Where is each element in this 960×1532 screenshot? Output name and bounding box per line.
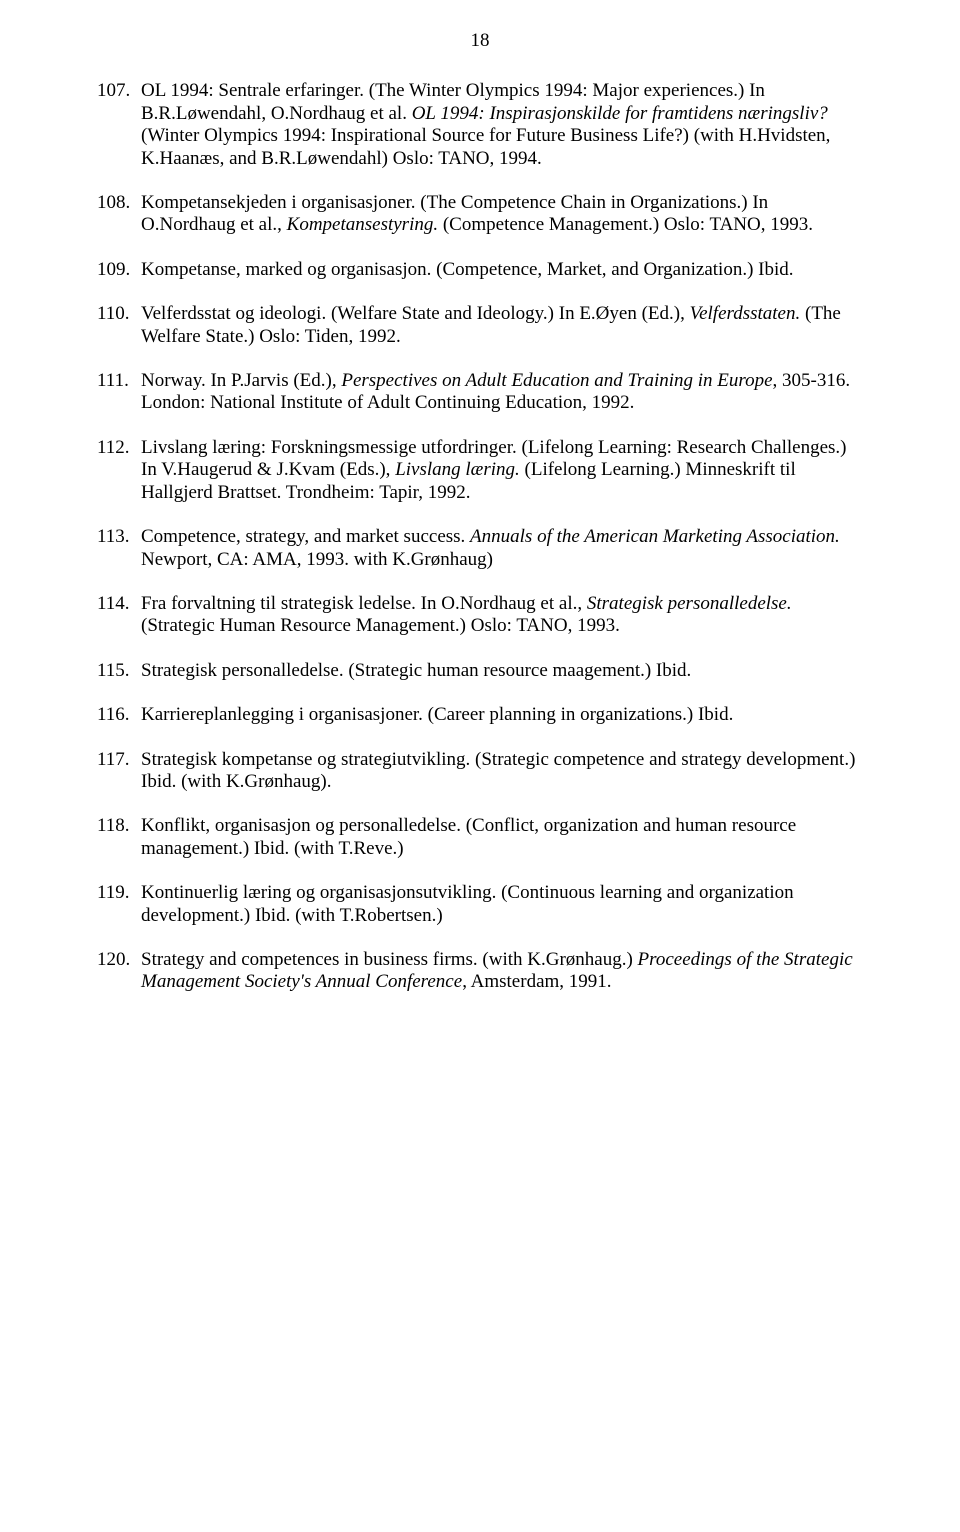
- italic-text: Livslang læring.: [395, 459, 520, 480]
- italic-text: Strategisk personalledelse.: [587, 593, 792, 614]
- entry-number: 108.: [97, 192, 141, 237]
- reference-entry: 108.Kompetansekjeden i organisasjoner. (…: [97, 192, 863, 237]
- italic-text: OL 1994: Inspirasjonskilde for framtiden…: [412, 103, 828, 124]
- body-text: Strategisk kompetanse og strategiutvikli…: [141, 749, 855, 792]
- reference-entry: 115.Strategisk personalledelse. (Strateg…: [97, 660, 863, 682]
- body-text: Newport, CA: AMA, 1993. with K.Grønhaug): [141, 549, 493, 570]
- entry-number: 120.: [97, 949, 141, 994]
- entry-text: Competence, strategy, and market success…: [141, 526, 863, 571]
- body-text: Strategisk personalledelse. (Strategic h…: [141, 660, 691, 681]
- entry-number: 107.: [97, 80, 141, 170]
- document-page: 18 107.OL 1994: Sentrale erfaringer. (Th…: [0, 0, 960, 1056]
- body-text: Fra forvaltning til strategisk ledelse. …: [141, 593, 587, 614]
- reference-entry: 116.Karriereplanlegging i organisasjoner…: [97, 704, 863, 726]
- reference-entry: 109.Kompetanse, marked og organisasjon. …: [97, 259, 863, 281]
- entry-number: 116.: [97, 704, 141, 726]
- entry-text: OL 1994: Sentrale erfaringer. (The Winte…: [141, 80, 863, 170]
- body-text: , Amsterdam, 1991.: [462, 971, 611, 992]
- entry-text: Strategisk personalledelse. (Strategic h…: [141, 660, 863, 682]
- entry-text: Livslang læring: Forskningsmessige utfor…: [141, 437, 863, 504]
- body-text: Strategy and competences in business fir…: [141, 949, 638, 970]
- reference-entry: 110.Velferdsstat og ideologi. (Welfare S…: [97, 303, 863, 348]
- body-text: Kompetanse, marked og organisasjon. (Com…: [141, 259, 794, 280]
- entry-text: Velferdsstat og ideologi. (Welfare State…: [141, 303, 863, 348]
- body-text: (Winter Olympics 1994: Inspirational Sou…: [141, 125, 830, 168]
- body-text: Konflikt, organisasjon og personalledels…: [141, 815, 796, 858]
- reference-entry: 107.OL 1994: Sentrale erfaringer. (The W…: [97, 80, 863, 170]
- reference-entry: 118.Konflikt, organisasjon og personalle…: [97, 815, 863, 860]
- reference-entry: 114.Fra forvaltning til strategisk ledel…: [97, 593, 863, 638]
- reference-entry: 117.Strategisk kompetanse og strategiutv…: [97, 749, 863, 794]
- body-text: Kontinuerlig læring og organisasjonsutvi…: [141, 882, 794, 925]
- entry-number: 114.: [97, 593, 141, 638]
- italic-text: Velferdsstaten.: [690, 303, 801, 324]
- body-text: Karriereplanlegging i organisasjoner. (C…: [141, 704, 733, 725]
- entry-number: 115.: [97, 660, 141, 682]
- entry-number: 110.: [97, 303, 141, 348]
- entry-number: 113.: [97, 526, 141, 571]
- entry-text: Kompetansekjeden i organisasjoner. (The …: [141, 192, 863, 237]
- reference-entry: 112.Livslang læring: Forskningsmessige u…: [97, 437, 863, 504]
- body-text: Velferdsstat og ideologi. (Welfare State…: [141, 303, 690, 324]
- body-text: (Competence Management.) Oslo: TANO, 199…: [438, 214, 813, 235]
- entry-text: Norway. In P.Jarvis (Ed.), Perspectives …: [141, 370, 863, 415]
- entry-number: 109.: [97, 259, 141, 281]
- body-text: Competence, strategy, and market success…: [141, 526, 470, 547]
- reference-entry: 111.Norway. In P.Jarvis (Ed.), Perspecti…: [97, 370, 863, 415]
- reference-list: 107.OL 1994: Sentrale erfaringer. (The W…: [97, 80, 863, 993]
- entry-text: Konflikt, organisasjon og personalledels…: [141, 815, 863, 860]
- entry-text: Fra forvaltning til strategisk ledelse. …: [141, 593, 863, 638]
- italic-text: Kompetansestyring.: [287, 214, 438, 235]
- body-text: (Strategic Human Resource Management.) O…: [141, 615, 620, 636]
- entry-number: 111.: [97, 370, 141, 415]
- entry-text: Kompetanse, marked og organisasjon. (Com…: [141, 259, 863, 281]
- reference-entry: 113.Competence, strategy, and market suc…: [97, 526, 863, 571]
- entry-text: Strategy and competences in business fir…: [141, 949, 863, 994]
- italic-text: Perspectives on Adult Education and Trai…: [341, 370, 772, 391]
- entry-text: Strategisk kompetanse og strategiutvikli…: [141, 749, 863, 794]
- reference-entry: 120.Strategy and competences in business…: [97, 949, 863, 994]
- reference-entry: 119.Kontinuerlig læring og organisasjons…: [97, 882, 863, 927]
- entry-number: 112.: [97, 437, 141, 504]
- body-text: Norway. In P.Jarvis (Ed.),: [141, 370, 341, 391]
- entry-text: Karriereplanlegging i organisasjoner. (C…: [141, 704, 863, 726]
- entry-number: 119.: [97, 882, 141, 927]
- entry-text: Kontinuerlig læring og organisasjonsutvi…: [141, 882, 863, 927]
- entry-number: 117.: [97, 749, 141, 794]
- italic-text: Annuals of the American Marketing Associ…: [470, 526, 840, 547]
- entry-number: 118.: [97, 815, 141, 860]
- page-number: 18: [97, 30, 863, 52]
